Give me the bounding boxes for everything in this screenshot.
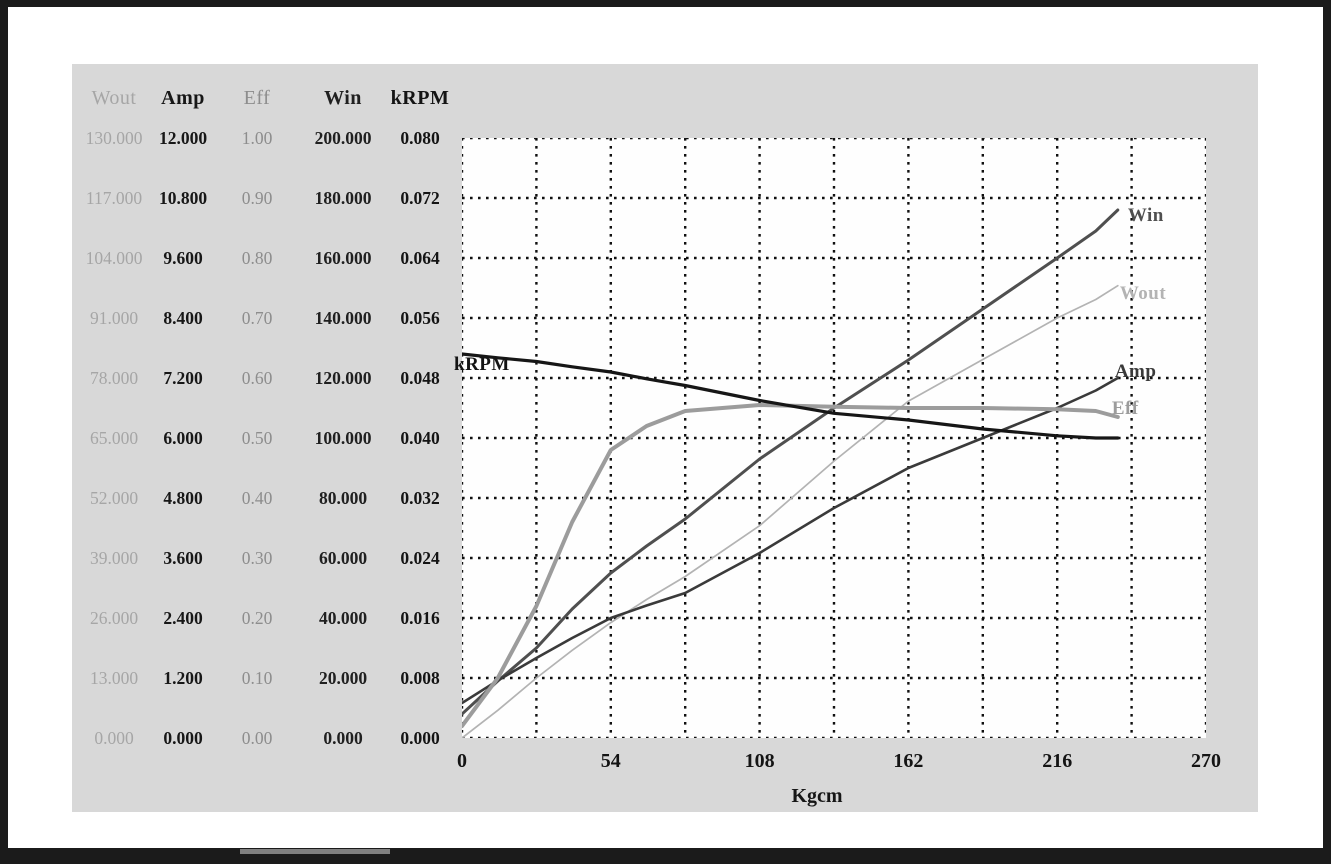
tick-wout-5: 65.000 [89,428,139,448]
tick-eff-0: 1.00 [241,128,273,148]
tick-krpm-0: 0.080 [400,128,440,148]
tick-win-8: 40.000 [318,608,368,628]
tick-wout-1: 117.000 [85,188,143,208]
tick-wout-7: 39.000 [89,548,139,568]
tick-krpm-9: 0.008 [400,668,440,688]
tick-eff-6: 0.40 [241,488,273,508]
tick-amp-2: 9.600 [163,248,203,268]
tick-wout-8: 26.000 [89,608,139,628]
tick-wout-3: 91.000 [89,308,139,328]
curve-label-amp: Amp [1114,361,1157,382]
axis-header-win: Win [324,87,362,109]
tick-eff-4: 0.60 [241,368,273,388]
curve-amp [462,376,1120,705]
tick-win-5: 100.000 [314,428,372,448]
tick-win-7: 60.000 [318,548,368,568]
tick-eff-1: 0.90 [241,188,273,208]
tick-win-10: 0.000 [323,728,363,748]
tick-win-1: 180.000 [314,188,372,208]
axis-header-wout: Wout [91,87,137,109]
x-axis-title: Kgcm [791,785,843,807]
x-tick-108: 108 [744,750,775,772]
tick-amp-0: 12.000 [158,128,208,148]
chart-svg [462,138,1206,738]
tick-eff-10: 0.00 [241,728,273,748]
border-frame-right [1323,0,1331,864]
curve-label-krpm: kRPM [454,354,510,375]
tick-wout-6: 52.000 [89,488,139,508]
tick-amp-5: 6.000 [163,428,203,448]
tick-eff-2: 0.80 [241,248,273,268]
axis-header-eff: Eff [243,87,271,109]
tick-wout-10: 0.000 [94,728,134,748]
tick-win-2: 160.000 [314,248,372,268]
tick-wout-4: 78.000 [89,368,139,388]
tick-krpm-10: 0.000 [400,728,440,748]
tick-eff-8: 0.20 [241,608,273,628]
x-tick-270: 270 [1191,750,1221,772]
x-tick-0: 0 [457,750,467,772]
tick-krpm-4: 0.048 [400,368,440,388]
tick-win-9: 20.000 [318,668,368,688]
scan-artifact [240,849,390,854]
tick-eff-5: 0.50 [241,428,273,448]
tick-krpm-8: 0.016 [400,608,440,628]
tick-eff-3: 0.70 [241,308,273,328]
curve-win [462,208,1120,716]
tick-amp-6: 4.800 [163,488,203,508]
tick-eff-9: 0.10 [241,668,273,688]
tick-wout-0: 130.000 [85,128,143,148]
plot-area [462,138,1206,738]
tick-win-3: 140.000 [314,308,372,328]
tick-krpm-2: 0.064 [400,248,440,268]
border-frame-left [0,0,8,864]
border-frame-bottom [0,848,1331,864]
tick-amp-10: 0.000 [163,728,203,748]
axis-header-amp: Amp [161,87,205,109]
curve-eff [462,403,1120,728]
tick-win-4: 120.000 [314,368,372,388]
x-tick-54: 54 [600,750,621,772]
tick-krpm-1: 0.072 [400,188,440,208]
tick-krpm-5: 0.040 [400,428,440,448]
curve-wout [462,284,1119,738]
curve-label-wout: Wout [1119,282,1167,304]
axis-header-krpm: kRPM [390,87,450,109]
tick-wout-2: 104.000 [85,248,143,268]
tick-krpm-6: 0.032 [400,488,440,508]
tick-wout-9: 13.000 [89,668,139,688]
tick-amp-4: 7.200 [163,368,203,388]
tick-amp-1: 10.800 [158,188,208,208]
x-tick-216: 216 [1042,750,1073,772]
curve-label-win: Win [1127,205,1164,226]
tick-amp-9: 1.200 [163,668,203,688]
border-frame-top [0,0,1331,7]
tick-win-0: 200.000 [314,128,372,148]
x-tick-162: 162 [893,750,924,772]
curve-label-eff: Eff [1111,398,1139,419]
tick-amp-8: 2.400 [163,608,203,628]
tick-eff-7: 0.30 [241,548,273,568]
tick-krpm-7: 0.024 [400,548,440,568]
tick-amp-7: 3.600 [163,548,203,568]
curve-krpm [462,352,1120,440]
tick-krpm-3: 0.056 [400,308,440,328]
chart-panel: Wout 130.000 117.000 104.000 91.000 78.000 65.… [72,64,1258,812]
tick-amp-3: 8.400 [163,308,203,328]
tick-win-6: 80.000 [318,488,368,508]
